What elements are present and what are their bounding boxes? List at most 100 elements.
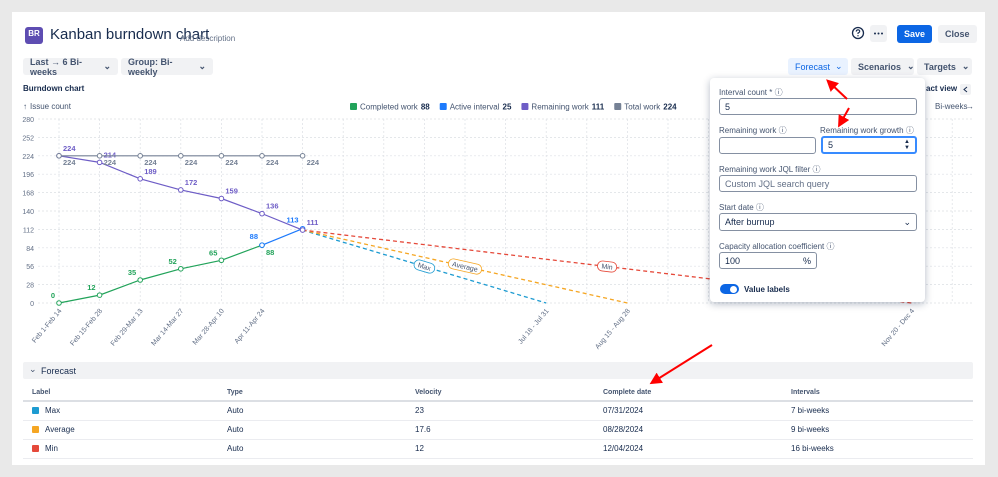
y-tick-label: 280 <box>22 117 34 124</box>
legend-label: Completed work <box>360 103 419 112</box>
color-swatch <box>32 407 39 414</box>
data-point <box>137 176 143 182</box>
x-tick-label: Apr 11-Apr 24 <box>233 308 266 346</box>
start-date-select[interactable]: After burnup ⌄ <box>719 213 917 231</box>
data-point <box>259 153 265 159</box>
interval-count-input[interactable]: 5 <box>719 98 917 115</box>
value-label: 88 <box>266 248 274 257</box>
input-unit: % <box>802 255 811 266</box>
field-label: Remaining work ⓘ <box>719 126 787 135</box>
table-cell: 07/31/2024 <box>603 406 644 415</box>
legend-total: 25 <box>503 103 512 112</box>
x-tick-label: Jul 18 - Jul 31 <box>517 308 550 346</box>
remaining-work-input[interactable] <box>719 137 816 154</box>
help-dot <box>857 35 859 37</box>
table-cell: 17.6 <box>415 425 431 434</box>
x-tick-label: Aug 15 - Aug 28 <box>594 308 632 351</box>
y-axis-label: Issue count <box>30 102 72 111</box>
label-text: Remaining work JQL filter <box>719 165 811 174</box>
row-divider <box>23 439 973 440</box>
select-value: After burnup <box>725 217 775 227</box>
y-axis-arrow: ↑ <box>23 102 27 111</box>
y-tick-label: 84 <box>26 246 34 253</box>
pill-background <box>413 259 436 274</box>
capacity-input[interactable]: 100% <box>719 252 817 269</box>
close-button[interactable]: Close <box>938 25 977 43</box>
table-cell: 12 <box>415 444 424 453</box>
scenarios-button[interactable]: Scenarios ⌄ <box>851 58 915 75</box>
y-tick-label: 140 <box>22 209 34 216</box>
table-cell: 23 <box>415 406 424 415</box>
group-button[interactable]: Group: Bi-weekly ⌄ <box>121 56 213 77</box>
growth-input[interactable]: 5 ▲ ▼ <box>821 136 917 154</box>
range-text: Last → 6 Bi-weeks <box>30 56 83 77</box>
jql-input[interactable]: Custom JQL search query <box>719 175 917 192</box>
label-text: Interval count * <box>719 88 773 97</box>
dot <box>881 32 883 35</box>
value-label: 224 <box>266 158 279 167</box>
forecast-button[interactable]: Forecast ⌄ <box>788 58 848 75</box>
table-cell: Min <box>45 444 58 453</box>
data-point <box>96 292 103 298</box>
x-axis-hint: Bi-weeks <box>935 102 967 111</box>
value-label: 111 <box>307 218 319 227</box>
data-point <box>218 153 225 159</box>
data-point <box>178 266 184 272</box>
spinner[interactable]: ▲ ▼ <box>904 139 910 151</box>
data-point <box>218 257 225 264</box>
table-cell: 16 bi-weeks <box>791 444 834 453</box>
chevron: ⌄ <box>907 61 915 71</box>
x-tick-label: Feb 29-Mar 13 <box>110 308 145 348</box>
x-axis-arrow: → <box>966 102 974 111</box>
column-header: Label <box>32 389 51 396</box>
legend-swatch <box>521 103 529 110</box>
add-description[interactable]: Add description <box>180 34 236 43</box>
value-label: 0 <box>51 291 55 300</box>
value-label: 65 <box>209 248 217 257</box>
data-point <box>259 242 265 248</box>
data-point <box>178 153 184 159</box>
targets-button[interactable]: Targets ⌄ <box>917 58 972 75</box>
placeholder: Custom JQL search query <box>725 178 830 189</box>
x-tick-label: Mar 14-Mar 27 <box>150 308 185 348</box>
toggle-knob <box>730 285 737 293</box>
column-header: Intervals <box>791 389 820 396</box>
targets-text: Targets <box>924 61 956 72</box>
value-labels-toggle[interactable] <box>720 284 739 294</box>
view-toggle[interactable]: act view <box>926 84 958 93</box>
chevron: ⌄ <box>903 216 911 227</box>
group-text: Group: Bi-weekly <box>128 56 173 77</box>
table-cell: 9 bi-weeks <box>791 425 830 434</box>
label-text: Remaining work <box>719 126 777 135</box>
legend-swatch <box>439 103 447 110</box>
table-cell: Auto <box>227 425 244 434</box>
column-header: Velocity <box>415 389 442 396</box>
column-header: Complete date <box>603 389 652 396</box>
forecast-pill: Min <box>597 260 618 273</box>
input-value: 5 <box>828 140 834 150</box>
input-value: 100 <box>725 255 741 266</box>
x-tick-label: Nov 20 - Dec 4 <box>881 308 916 348</box>
view-chevron-button[interactable] <box>960 84 971 95</box>
y-tick-label: 28 <box>26 283 34 290</box>
value-label: 88 <box>250 232 258 241</box>
table-cell: Auto <box>227 444 244 453</box>
field-label: Remaining work JQL filter ⓘ <box>719 165 821 174</box>
series-line <box>58 244 263 304</box>
legend-total: 224 <box>663 103 677 112</box>
value-label: 214 <box>104 150 117 159</box>
value-label: 136 <box>266 202 279 211</box>
chevron: ⌄ <box>29 364 37 374</box>
legend-swatch <box>350 103 357 110</box>
dot <box>874 32 876 35</box>
data-point <box>218 195 225 202</box>
forecast-section-header[interactable] <box>23 362 973 379</box>
data-point <box>56 300 62 306</box>
value-label: 35 <box>128 268 136 277</box>
page-title: Kanban burndown chart <box>50 26 210 43</box>
help-icon[interactable] <box>851 26 865 40</box>
range-button[interactable]: Last → 6 Bi-weeks ⌄ <box>23 56 118 77</box>
x-tick-label: Mar 28-Apr 10 <box>192 308 226 347</box>
value-label: 224 <box>225 158 238 167</box>
save-button[interactable]: Save <box>897 25 933 43</box>
